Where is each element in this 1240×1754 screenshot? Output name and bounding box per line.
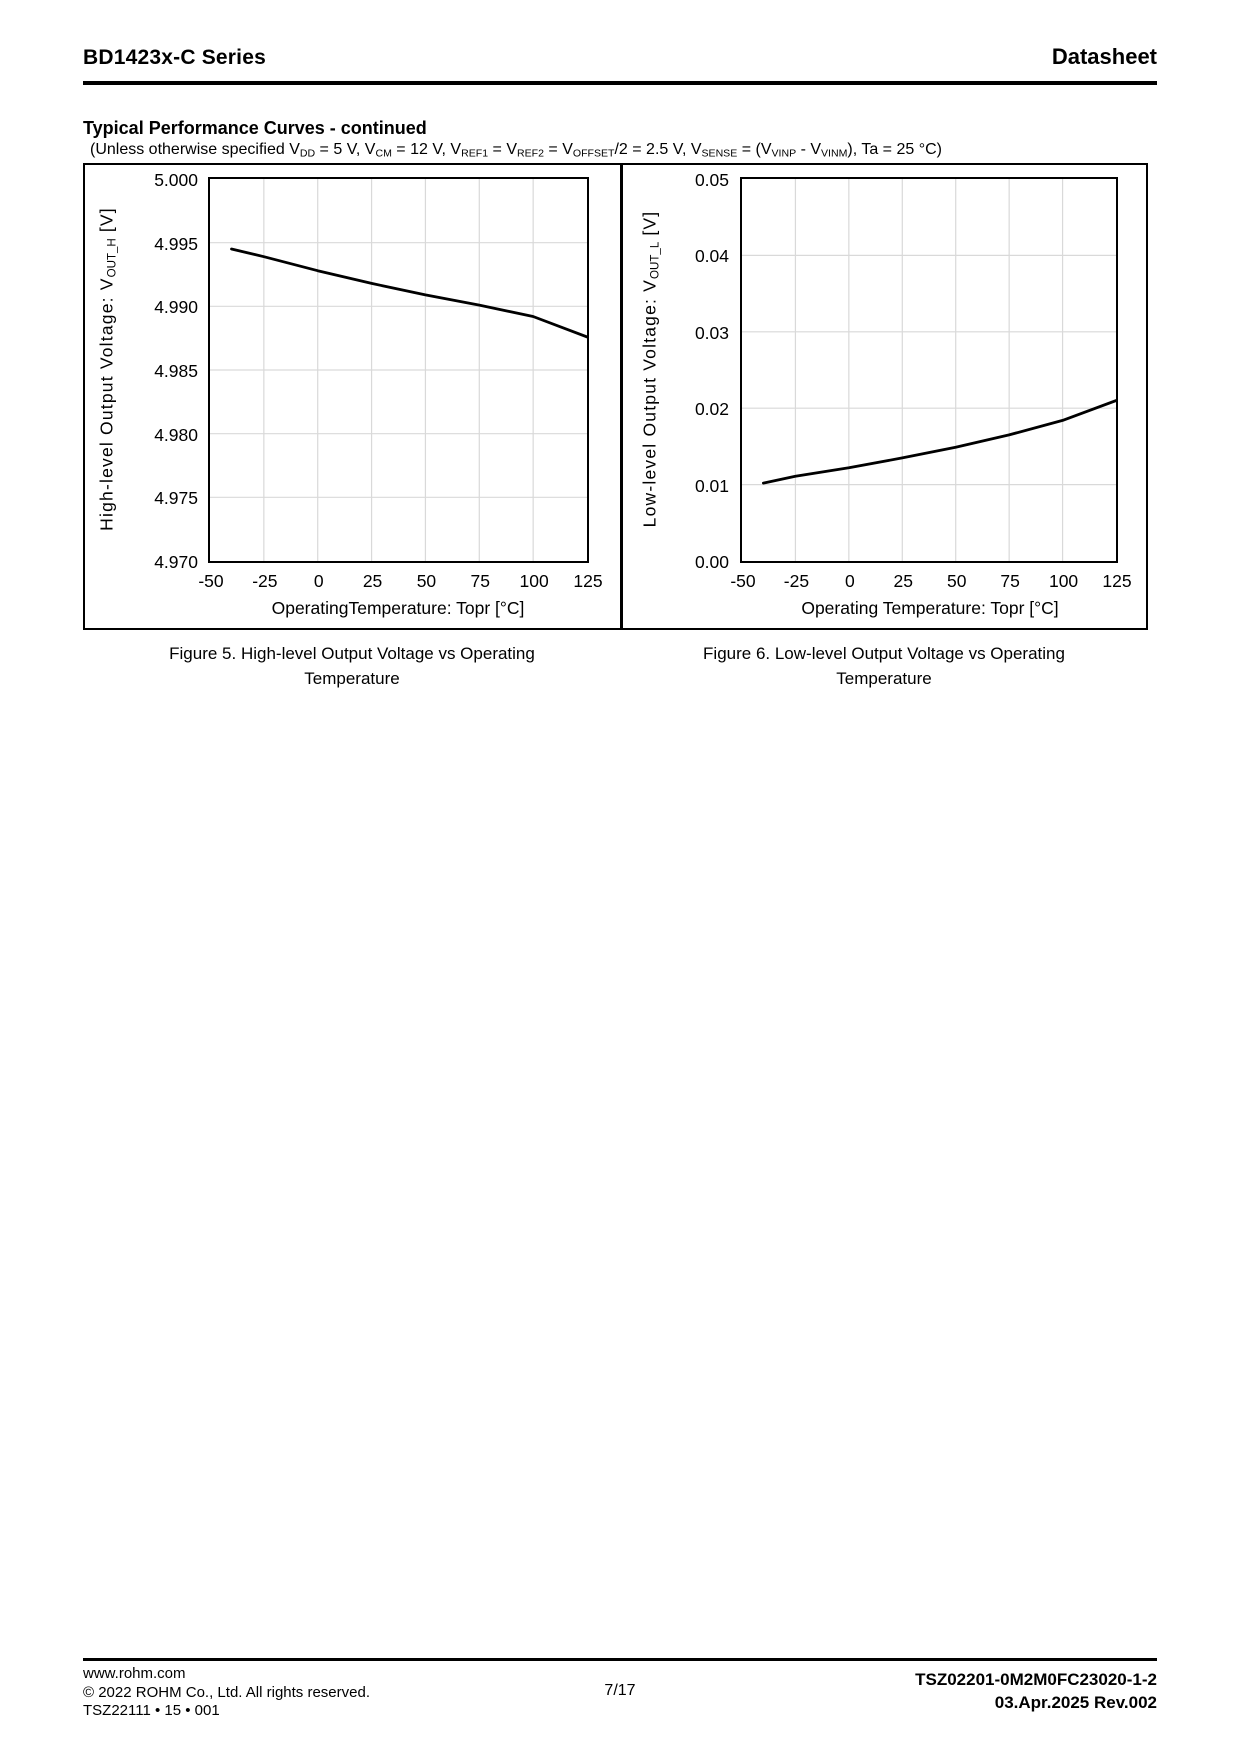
x-tick-label: -25 <box>783 571 810 591</box>
x-tick-label: 0 <box>313 571 324 591</box>
x-tick-label: 75 <box>1000 571 1020 591</box>
x-tick-label: 100 <box>519 571 549 591</box>
y-tick-label: 4.990 <box>154 297 198 318</box>
subscript: SENSE <box>701 147 738 160</box>
x-tick-label: 100 <box>1048 571 1079 591</box>
figure-frame <box>83 163 1148 630</box>
x-tick-label: 0 <box>844 571 855 591</box>
footer-website: www.rohm.com <box>83 1665 186 1682</box>
subscript: REF2 <box>516 147 544 160</box>
y-tick-label: 4.975 <box>154 488 198 509</box>
figure5-caption: Figure 5. High-level Output Voltage vs O… <box>169 644 535 688</box>
plot-canvas <box>742 179 1116 561</box>
footer-rule <box>83 1658 1157 1661</box>
footer-right-block: TSZ02201-0M2M0FC23020-1-2 03.Apr.2025 Re… <box>915 1668 1157 1714</box>
x-tick-label: 25 <box>362 571 383 591</box>
y-tick-label: 4.970 <box>154 552 198 572</box>
x-tick-label: 75 <box>470 571 491 591</box>
y-tick-label: 4.985 <box>154 361 198 381</box>
subscript: VINM <box>821 147 848 160</box>
figure5-x-axis-title: OperatingTemperature: Topr [°C] <box>271 598 525 618</box>
x-tick-label: 50 <box>416 571 437 591</box>
x-tick-labels: -50 -25 0 25 50 75 100 125 <box>198 570 602 594</box>
x-tick-label: 125 <box>573 571 603 591</box>
y-tick-labels: 5.000 4.995 4.990 4.985 4.980 4.975 4.970 <box>96 170 198 572</box>
footer-left-block: www.rohm.com © 2022 ROHM Co., Ltd. All r… <box>83 1665 370 1721</box>
x-tick-label: -25 <box>252 571 278 591</box>
y-tick-label: 0.02 <box>694 399 729 420</box>
y-tick-labels: 0.05 0.04 0.03 0.02 0.01 0.00 <box>633 170 729 572</box>
plot-area <box>208 177 589 563</box>
plot-area <box>740 177 1118 563</box>
subscript: OFFSET <box>572 147 615 160</box>
page-title: BD1423x-C Series <box>83 46 266 69</box>
y-tick-label: 0.03 <box>694 322 729 343</box>
x-tick-label: 125 <box>1102 571 1132 591</box>
y-tick-label: 4.980 <box>154 424 198 445</box>
y-tick-label: 0.01 <box>694 475 729 496</box>
x-tick-label: -50 <box>198 571 224 591</box>
y-tick-label: 0.05 <box>694 170 729 190</box>
subscript: REF1 <box>461 147 489 160</box>
test-conditions: (Unless otherwise specified VDD = 5 V, V… <box>90 141 942 160</box>
figure-frame-divider <box>620 165 623 628</box>
x-tick-label: -50 <box>730 571 756 591</box>
y-tick-label: 4.995 <box>154 233 198 254</box>
data-line <box>761 399 1116 485</box>
subscript: DD <box>299 147 316 160</box>
figure6-x-axis-title: Operating Temperature: Topr [°C] <box>801 598 1059 618</box>
footer-tsz-number: TSZ02201-0M2M0FC23020-1-2 <box>915 1670 1157 1689</box>
x-tick-labels: -50 -25 0 25 50 75 100 125 <box>730 570 1131 594</box>
doc-type-label: Datasheet <box>1051 44 1157 69</box>
x-tick-label: 25 <box>893 571 914 591</box>
page-number: 7/17 <box>604 1682 636 1699</box>
footer-copyright: © 2022 ROHM Co., Ltd. All rights reserve… <box>83 1683 370 1701</box>
y-tick-label: 5.000 <box>154 170 198 190</box>
figure6-caption: Figure 6. Low-level Output Voltage vs Op… <box>703 644 1065 688</box>
subscript: VINP <box>771 147 797 160</box>
y-tick-label: 0.00 <box>694 552 729 572</box>
header-rule <box>83 81 1157 85</box>
subscript: CM <box>375 147 392 160</box>
section-heading: Typical Performance Curves - continued <box>83 118 427 138</box>
footer-revision: 03.Apr.2025 Rev.002 <box>994 1693 1157 1712</box>
y-tick-label: 0.04 <box>694 246 729 267</box>
x-tick-label: 50 <box>946 571 967 591</box>
footer-doc-code: TSZ22111 • 15 • 001 <box>83 1702 220 1719</box>
plot-canvas <box>210 179 587 561</box>
data-line <box>230 247 587 339</box>
